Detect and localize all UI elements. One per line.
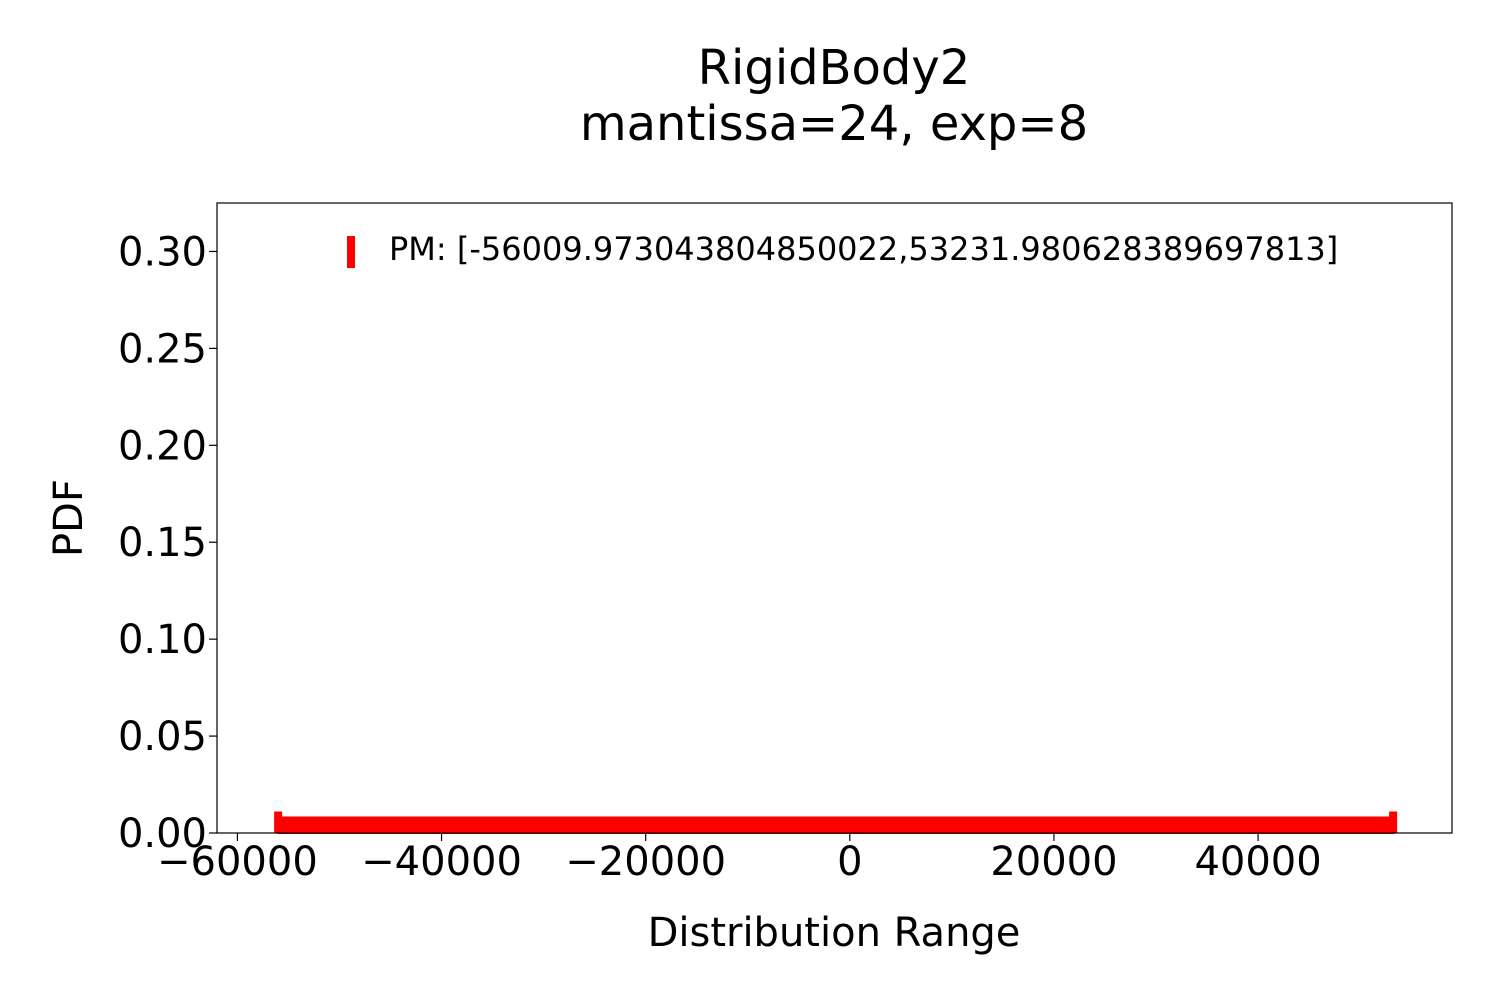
x-tick-label: −40000 — [361, 839, 522, 885]
legend-label: PM: [-56009.973043804850022,53231.980628… — [389, 230, 1338, 268]
y-tick-label: 0.20 — [118, 423, 207, 469]
y-tick-label: 0.10 — [118, 617, 207, 663]
plot-area — [274, 811, 1398, 834]
x-axis-label: Distribution Range — [648, 910, 1021, 956]
series-area-0 — [277, 816, 1395, 834]
legend-swatch — [347, 236, 355, 268]
y-tick-label: 0.25 — [118, 326, 207, 372]
legend: PM: [-56009.973043804850022,53231.980628… — [347, 230, 1338, 268]
axes-ticks: −60000 −40000 −20000 0 20000 40000 0.00 0.05 0.1… — [118, 202, 1453, 885]
y-tick-label: 0.00 — [118, 811, 207, 857]
series-edge-left — [274, 811, 283, 833]
y-axis-label: PDF — [46, 479, 92, 557]
y-tick-label: 0.15 — [118, 520, 207, 566]
series-edge-right — [1389, 811, 1398, 833]
x-tick-label: 40000 — [1194, 839, 1321, 885]
plot-frame — [216, 202, 1453, 834]
y-tick-label: 0.30 — [118, 229, 207, 275]
x-tick-label: 20000 — [990, 839, 1117, 885]
y-tick-label: 0.05 — [118, 714, 207, 760]
chart-title-line1: RigidBody2 — [698, 40, 971, 96]
x-tick-label: −20000 — [565, 839, 726, 885]
chart-title-line2: mantissa=24, exp=8 — [580, 96, 1088, 152]
x-tick-label: −60000 — [157, 839, 318, 885]
x-tick-label: 0 — [837, 839, 862, 885]
